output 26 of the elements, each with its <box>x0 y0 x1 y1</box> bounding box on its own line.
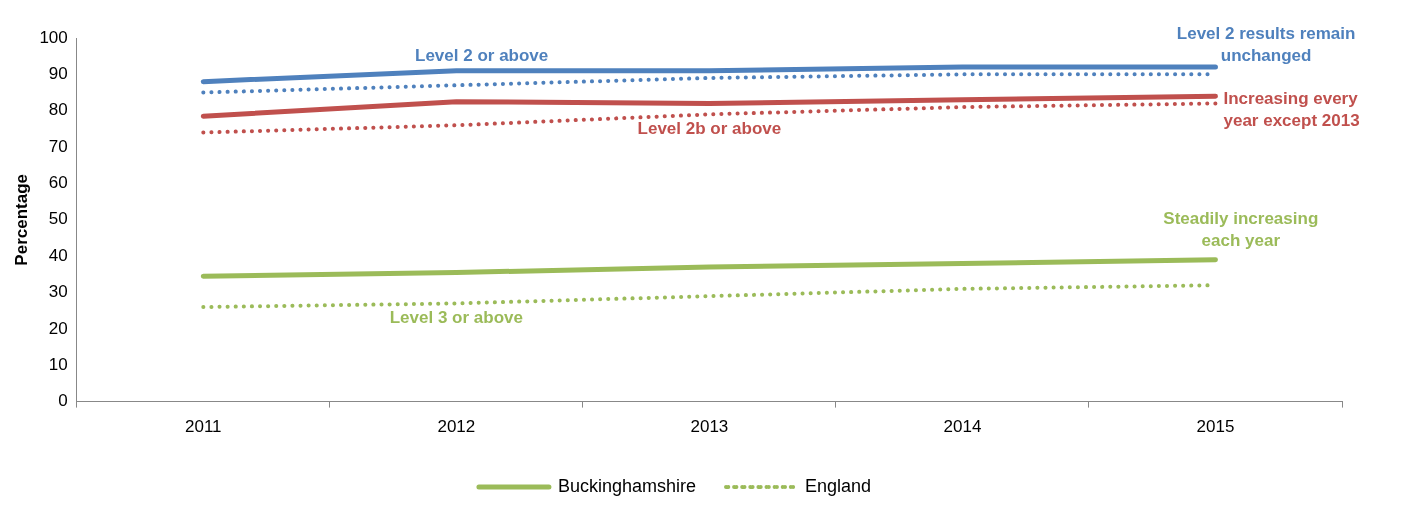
y-tick-label: 40 <box>48 245 68 265</box>
y-tick-label: 70 <box>48 136 68 156</box>
annotation: Increasing every year except 2013 <box>1223 89 1360 131</box>
x-tick-label: 2015 <box>1196 417 1235 437</box>
x-tick-label: 2011 <box>185 417 222 437</box>
legend-label: England <box>805 475 872 496</box>
annotation: Level 2 or above <box>415 45 549 65</box>
x-tick-label: 2013 <box>690 417 729 437</box>
legend-label: Buckinghamshire <box>557 475 697 496</box>
annotation: Steadily increasing each year <box>1163 209 1319 251</box>
y-tick-label: 20 <box>48 318 68 338</box>
y-tick-label: 0 <box>58 391 68 411</box>
y-tick-label: 10 <box>48 354 68 374</box>
y-tick-label: 50 <box>48 209 68 229</box>
y-tick-label: 100 <box>39 27 68 47</box>
x-tick-label: 2014 <box>943 417 982 437</box>
annotation: Level 2 results remain unchanged <box>1176 23 1356 65</box>
y-axis-title: Percentage <box>11 173 31 266</box>
x-tick-label: 2012 <box>437 417 476 437</box>
y-tick-label: 80 <box>48 100 68 120</box>
y-tick-label: 60 <box>48 173 68 193</box>
line-series <box>201 101 1218 135</box>
annotation: Level 2b or above <box>637 118 782 138</box>
annotation: Level 3 or above <box>389 307 523 327</box>
y-tick-label: 90 <box>48 64 68 84</box>
y-tick-label: 30 <box>48 282 68 302</box>
